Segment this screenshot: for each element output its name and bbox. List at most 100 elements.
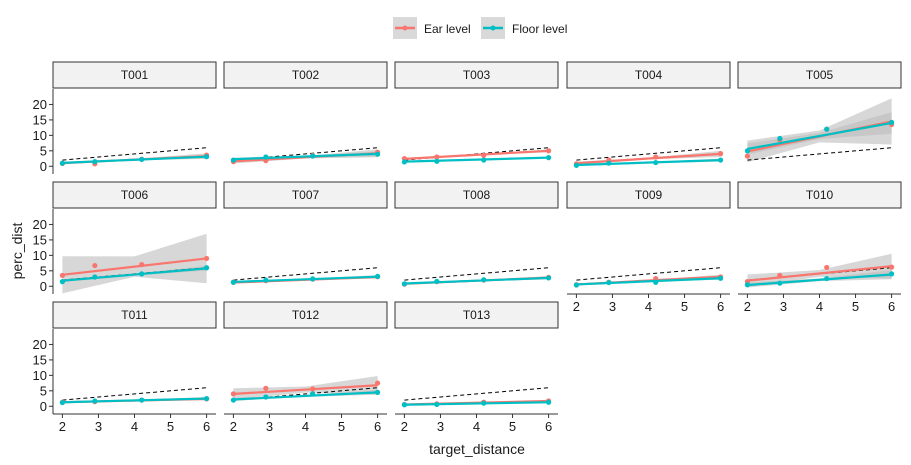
panel-plot-area bbox=[230, 376, 381, 403]
facet-strip-label: T008 bbox=[463, 188, 491, 202]
y-tick-label: 0 bbox=[40, 399, 47, 414]
reference-line bbox=[576, 267, 721, 281]
facet-panel: T010 2 3 4 5 6 bbox=[737, 181, 902, 314]
floor-data-point bbox=[230, 157, 237, 163]
y-tick-label: 20 bbox=[33, 337, 47, 352]
floor-data-point bbox=[401, 402, 408, 408]
panel-plot-area bbox=[401, 267, 552, 287]
facet-panel: T013 2 3 4 5 6 bbox=[394, 301, 559, 434]
reference-line bbox=[747, 147, 892, 161]
floor-data-point bbox=[374, 273, 381, 279]
x-tick-label: 4 bbox=[816, 299, 823, 314]
floor-fit-line bbox=[62, 267, 207, 282]
x-tick-label: 6 bbox=[545, 419, 552, 434]
ear-data-point bbox=[434, 154, 440, 160]
legend-label: Ear level bbox=[424, 22, 471, 36]
floor-fit-line bbox=[576, 277, 721, 286]
floor-data-point bbox=[777, 135, 783, 142]
x-tick-label: 3 bbox=[437, 419, 444, 434]
floor-data-point bbox=[401, 281, 408, 287]
facet-strip-label: T006 bbox=[121, 188, 149, 202]
x-tick-label: 6 bbox=[717, 299, 724, 314]
facet-strip bbox=[223, 301, 388, 329]
floor-data-point bbox=[59, 160, 66, 166]
facet-strip-label: T013 bbox=[463, 308, 491, 322]
floor-data-point bbox=[59, 279, 66, 285]
facet-panel: T009 2 3 4 5 6 bbox=[566, 181, 731, 314]
floor-data-point bbox=[545, 275, 552, 281]
ear-data-point bbox=[744, 153, 751, 159]
floor-data-point bbox=[230, 397, 237, 403]
facet-strip bbox=[223, 181, 388, 209]
panel-plot-area bbox=[59, 233, 210, 294]
floor-data-point bbox=[310, 153, 316, 159]
facet-strip-label: T009 bbox=[635, 188, 663, 202]
floor-data-point bbox=[481, 400, 487, 406]
floor-data-point bbox=[717, 275, 724, 281]
floor-data-point bbox=[744, 148, 751, 154]
legend-key-point bbox=[402, 25, 408, 31]
panel-plot-area bbox=[230, 267, 381, 285]
floor-confidence-band bbox=[747, 112, 892, 155]
x-tick-label: 3 bbox=[780, 299, 787, 314]
floor-data-point bbox=[481, 277, 487, 283]
y-tick-label: 20 bbox=[33, 97, 47, 112]
x-tick-label: 5 bbox=[338, 419, 345, 434]
floor-data-point bbox=[59, 399, 66, 406]
reference-line bbox=[404, 267, 549, 281]
legend-key-point bbox=[490, 25, 496, 31]
x-tick-label: 5 bbox=[167, 419, 174, 434]
floor-data-point bbox=[545, 155, 552, 161]
floor-fit-line bbox=[62, 397, 207, 404]
reference-line bbox=[62, 147, 207, 161]
panel-plot-area bbox=[744, 98, 895, 163]
ear-data-point bbox=[481, 152, 487, 159]
facet-strip bbox=[52, 61, 217, 89]
x-tick-label: 2 bbox=[573, 299, 580, 314]
ear-data-point bbox=[824, 264, 830, 271]
x-tick-label: 5 bbox=[852, 299, 859, 314]
floor-fit-line bbox=[747, 121, 892, 151]
ear-data-point bbox=[263, 385, 269, 391]
facet-strip-label: T012 bbox=[292, 308, 320, 322]
facet-strip-label: T003 bbox=[463, 68, 491, 82]
ear-fit-line bbox=[233, 384, 378, 396]
legend-item: Ear level bbox=[393, 17, 471, 39]
ear-fit-line bbox=[404, 149, 549, 160]
floor-data-point bbox=[203, 154, 210, 160]
ear-data-point bbox=[203, 255, 210, 262]
facet-strip bbox=[52, 301, 217, 329]
ear-data-point bbox=[263, 158, 269, 164]
legend: Ear level Floor level bbox=[393, 17, 567, 39]
facet-strip bbox=[394, 61, 559, 89]
facet-strip bbox=[394, 181, 559, 209]
floor-data-point bbox=[434, 278, 440, 284]
facet-strip-label: T002 bbox=[292, 68, 320, 82]
ear-data-point bbox=[777, 272, 783, 279]
ear-data-point bbox=[717, 151, 724, 157]
panel-plot-area bbox=[573, 147, 724, 168]
panel-plot-area bbox=[401, 387, 552, 408]
x-tick-label: 3 bbox=[95, 419, 102, 434]
x-axis-title: target_distance bbox=[429, 441, 525, 457]
facet-strip bbox=[566, 181, 731, 209]
y-tick-label: 10 bbox=[33, 128, 47, 143]
floor-data-point bbox=[573, 162, 580, 168]
ear-confidence-band bbox=[747, 253, 892, 287]
y-tick-label: 5 bbox=[40, 263, 47, 278]
panel-plot-area bbox=[59, 147, 210, 167]
facet-strip bbox=[737, 61, 902, 89]
y-tick-label: 0 bbox=[40, 159, 47, 174]
floor-data-point bbox=[203, 265, 210, 271]
floor-fit-line bbox=[747, 273, 892, 287]
ear-fit-line bbox=[62, 257, 207, 276]
x-tick-label: 4 bbox=[131, 419, 138, 434]
floor-fit-line bbox=[233, 391, 378, 401]
floor-fit-line bbox=[233, 275, 378, 284]
panel-plot-area bbox=[230, 147, 381, 165]
x-tick-label: 2 bbox=[230, 419, 237, 434]
